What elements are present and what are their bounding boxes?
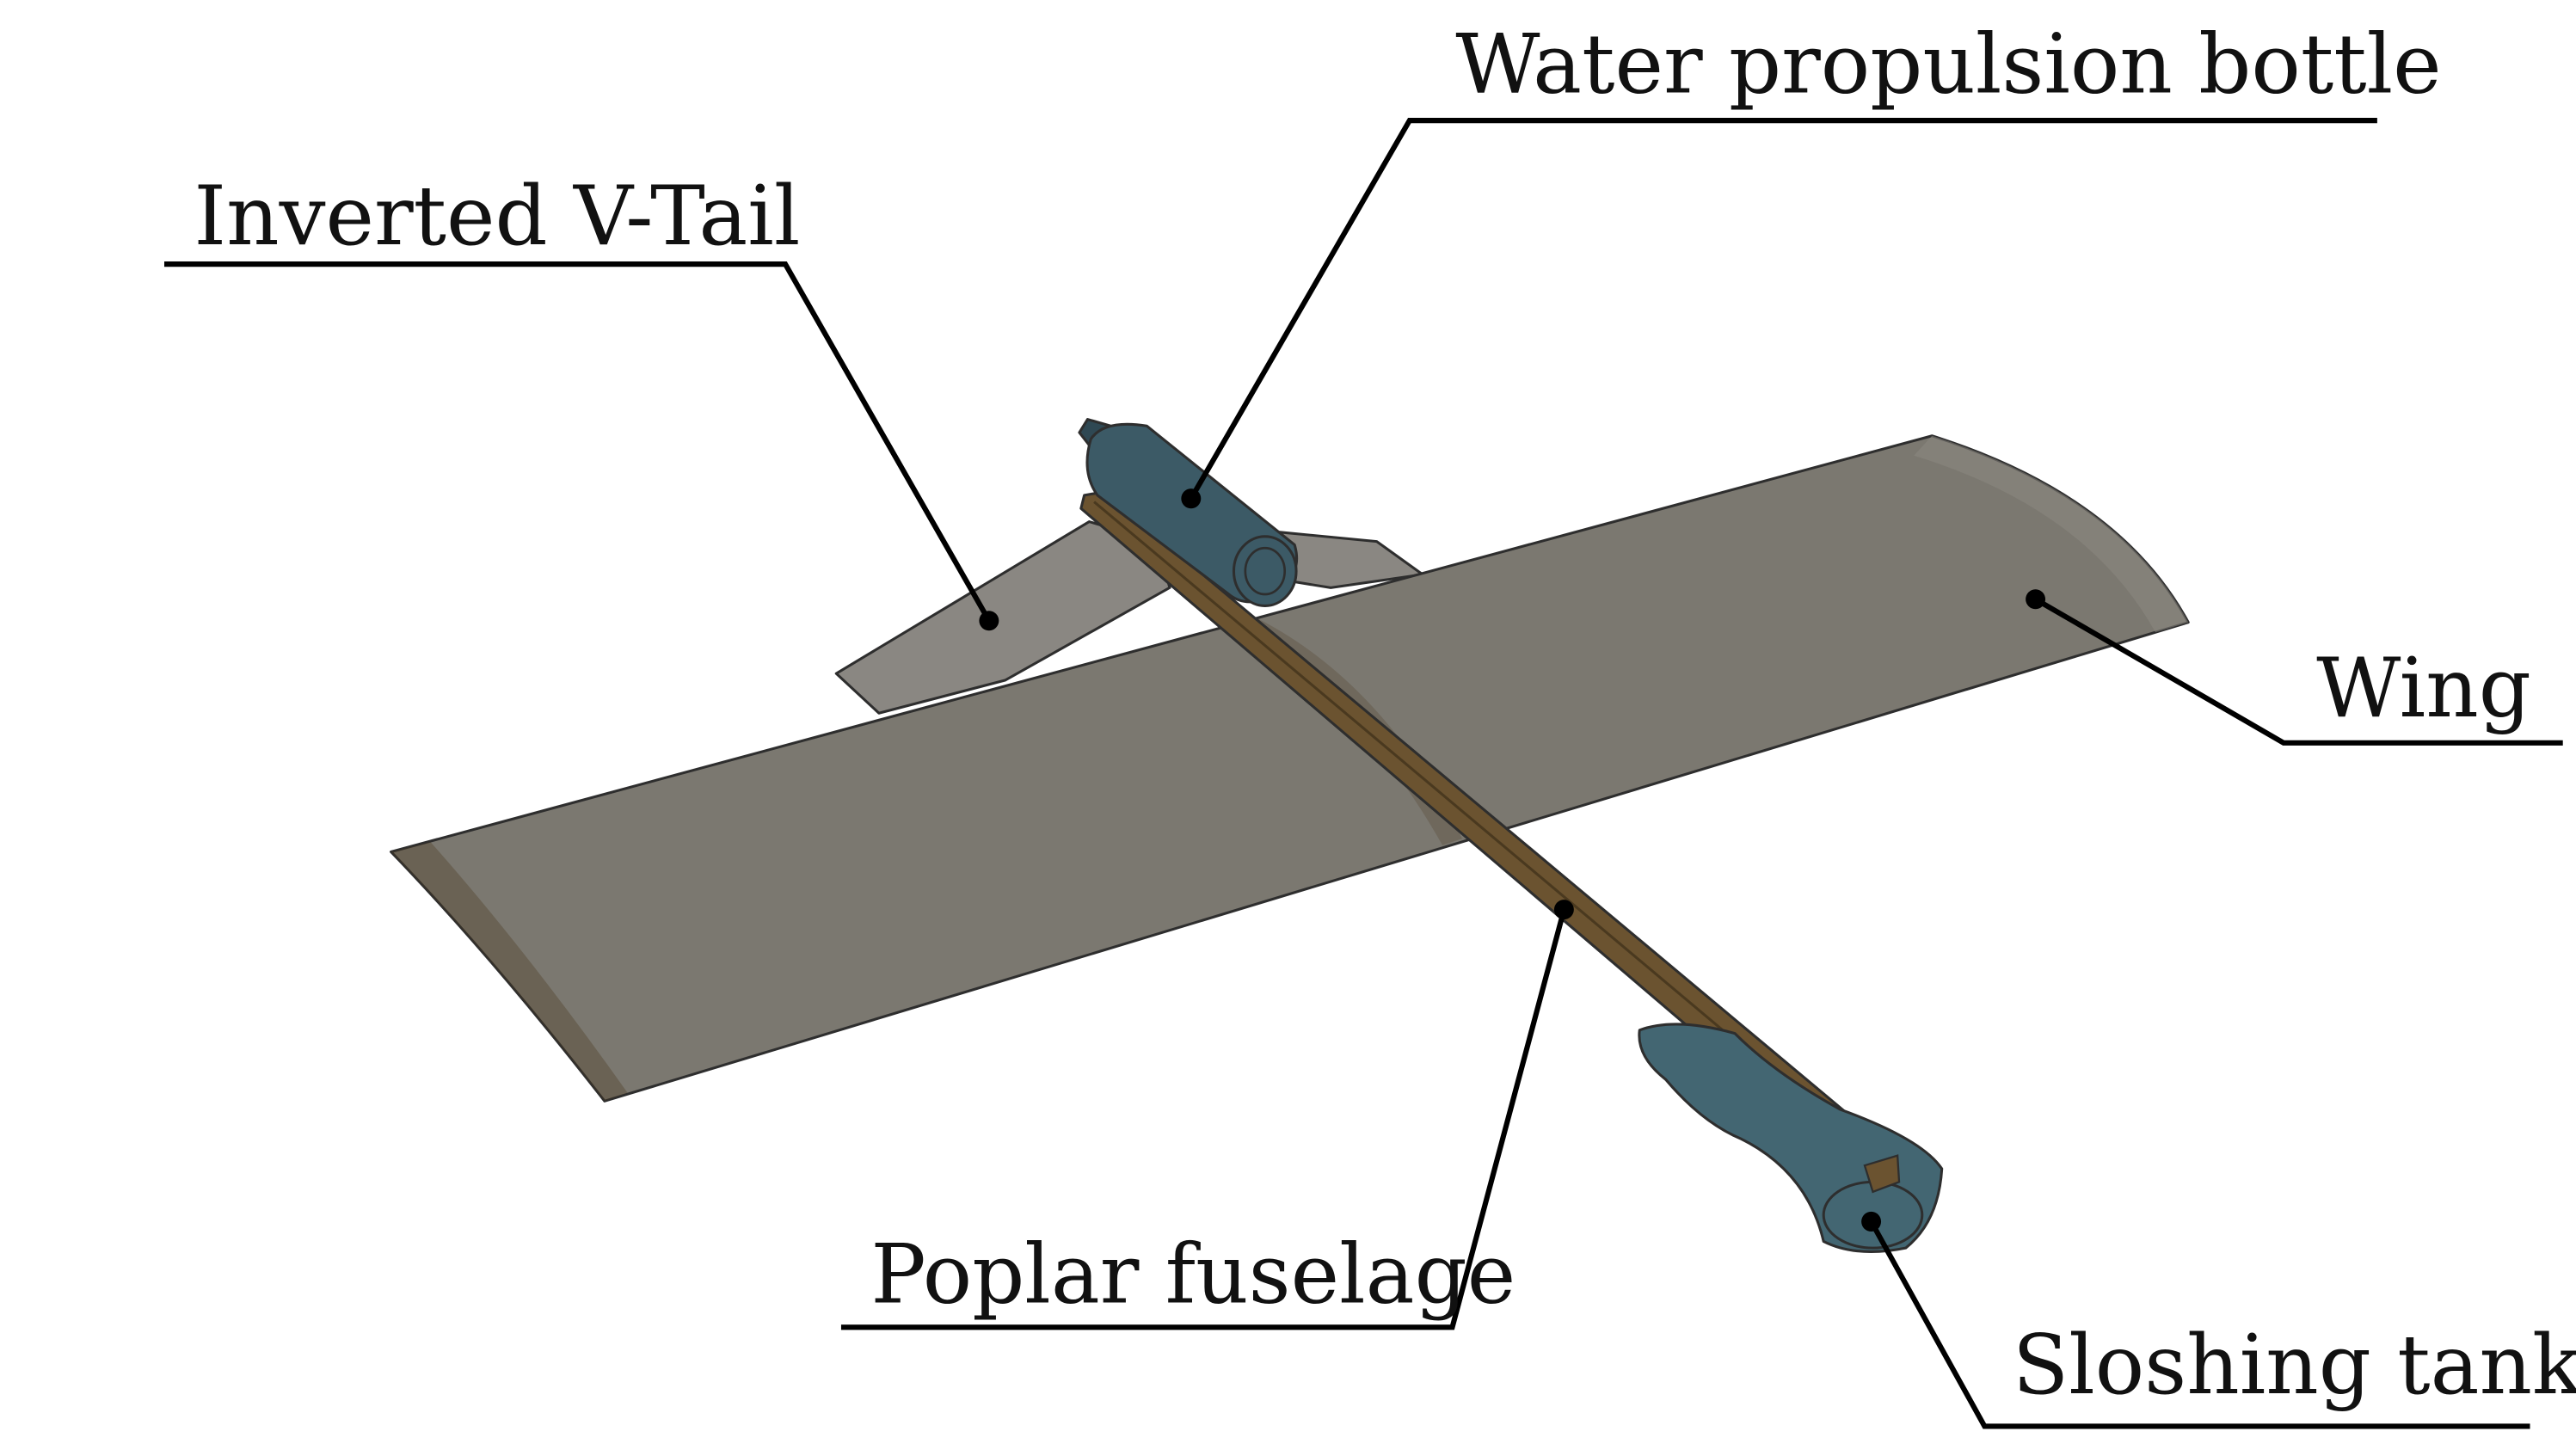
label-wing: Wing (2316, 640, 2531, 736)
leader-wing (2034, 597, 2563, 746)
anchor-dot-inverted-v-tail (979, 611, 999, 631)
aircraft-illustration (390, 418, 2190, 1253)
wing-tip-shading (390, 841, 628, 1102)
leader-water-propulsion-bottle (1189, 118, 2377, 501)
tank-fuselage-slot (1863, 1154, 1901, 1194)
water-propulsion-bottle (1078, 418, 1299, 607)
leader-inverted-v-tail (164, 261, 992, 623)
bottle-end-cap-inner (1244, 546, 1287, 596)
v-tail-left-panel (834, 520, 1171, 715)
anchor-dot-sloshing-tank (1861, 1211, 1882, 1232)
anchor-dot-poplar-fuselage (1553, 900, 1574, 920)
bottle-end-cap (1232, 535, 1298, 607)
label-sloshing-tank: Sloshing tank (2013, 1317, 2576, 1413)
anchor-dot-water-propulsion-bottle (1181, 488, 1202, 509)
wing-leading-edge-highlight (1914, 435, 2189, 633)
callout-labels: Water propulsion bottle Inverted V-Tail … (194, 15, 2576, 1413)
label-inverted-v-tail: Inverted V-Tail (194, 168, 800, 264)
sloshing-tank (1638, 1023, 1944, 1253)
callout-leaders (164, 118, 2563, 1429)
leader-sloshing-tank (1868, 1219, 2530, 1429)
label-poplar-fuselage: Poplar fuselage (870, 1226, 1515, 1322)
tank-body (1638, 1023, 1944, 1253)
anchor-dot-wing (2026, 589, 2046, 610)
leader-poplar-fuselage (840, 908, 1567, 1330)
label-water-propulsion-bottle: Water propulsion bottle (1455, 15, 2441, 112)
